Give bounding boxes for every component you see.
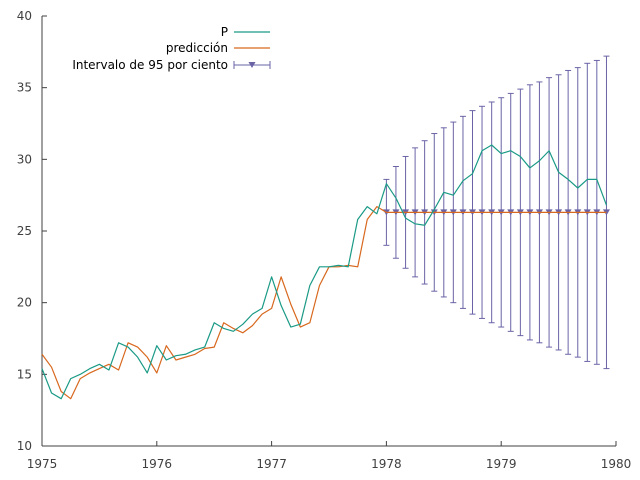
x-tick-label: 1976 <box>142 457 173 471</box>
series-line-P <box>41 144 608 400</box>
x-tick-label: 1977 <box>256 457 287 471</box>
interval-bar <box>602 55 610 370</box>
y-tick-label: 20 <box>17 296 32 310</box>
y-tick-label: 25 <box>17 224 32 238</box>
legend-label: predicción <box>166 41 228 55</box>
y-tick-label: 35 <box>17 81 32 95</box>
x-tick-label: 1978 <box>371 457 402 471</box>
y-tick-label: 10 <box>17 439 32 453</box>
legend-swatch-marker <box>248 62 256 68</box>
legend-label: P <box>221 25 228 39</box>
x-tick-label: 1980 <box>601 457 632 471</box>
y-tick-label: 30 <box>17 152 32 166</box>
y-tick-label: 40 <box>17 9 32 23</box>
legend-item-prediccion: predicción <box>166 41 270 55</box>
x-tick-label: 1975 <box>27 457 58 471</box>
legend-item-interval: Intervalo de 95 por ciento <box>72 58 271 72</box>
legend-item-P: P <box>221 25 270 39</box>
series-line-prediccion <box>41 206 607 400</box>
series-layer <box>41 144 608 400</box>
interval-marker <box>602 209 610 216</box>
x-tick-label: 1979 <box>486 457 517 471</box>
interval-layer <box>382 55 610 370</box>
axes: 10 15 20 25 30 35 40 1975 1976 1977 1978 1979 1980 <box>17 9 632 471</box>
y-tick-label: 15 <box>17 367 32 381</box>
legend-label: Intervalo de 95 por ciento <box>72 58 228 72</box>
